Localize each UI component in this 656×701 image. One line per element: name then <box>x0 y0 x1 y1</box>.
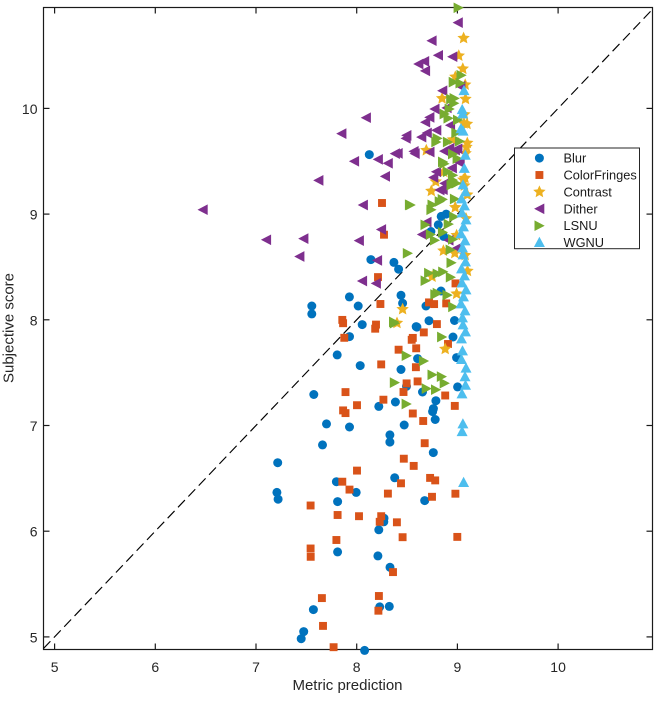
svg-text:7: 7 <box>252 659 260 675</box>
svg-text:WGNU: WGNU <box>564 235 605 250</box>
svg-text:Metric prediction: Metric prediction <box>292 677 402 694</box>
svg-text:Contrast: Contrast <box>564 184 613 199</box>
svg-text:5: 5 <box>30 629 38 645</box>
svg-text:9: 9 <box>30 207 38 223</box>
svg-text:8: 8 <box>30 312 38 328</box>
svg-text:5: 5 <box>51 659 59 675</box>
svg-text:6: 6 <box>151 659 159 675</box>
svg-text:9: 9 <box>454 659 462 675</box>
svg-text:8: 8 <box>353 659 361 675</box>
svg-text:6: 6 <box>30 524 38 540</box>
svg-text:Dither: Dither <box>564 201 599 216</box>
svg-text:10: 10 <box>22 101 38 117</box>
svg-text:10: 10 <box>550 659 566 675</box>
svg-text:Subjective score: Subjective score <box>1 273 18 383</box>
svg-text:ColorFringes: ColorFringes <box>564 168 637 183</box>
svg-text:LSNU: LSNU <box>564 218 598 233</box>
svg-text:7: 7 <box>30 418 38 434</box>
svg-text:Blur: Blur <box>564 151 587 166</box>
